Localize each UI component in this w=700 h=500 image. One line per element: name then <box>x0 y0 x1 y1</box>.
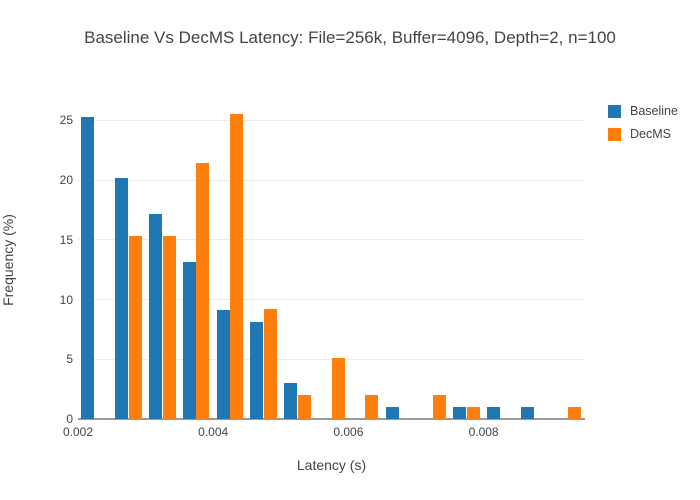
decms-series-swatch <box>608 127 621 141</box>
y-tick-5: 5 <box>66 352 73 367</box>
x-tick-0.002: 0.002 <box>62 425 94 439</box>
bar-decms-bin7[interactable] <box>297 394 311 419</box>
bar-decms-bin4[interactable] <box>196 162 210 419</box>
gridline-y-15 <box>78 239 585 241</box>
y-tick-25: 25 <box>59 113 73 128</box>
baseline-series-swatch <box>608 104 621 118</box>
bar-baseline-bin1[interactable] <box>81 117 95 419</box>
bar-baseline-bin12[interactable] <box>453 406 467 419</box>
legend-item-baseline[interactable]: Baseline <box>608 104 678 118</box>
gridline-y-20 <box>78 179 585 181</box>
bar-baseline-bin7[interactable] <box>284 382 298 419</box>
x-tick-0.004: 0.004 <box>198 425 229 439</box>
bar-decms-bin8[interactable] <box>331 358 345 419</box>
bar-baseline-bin10[interactable] <box>385 406 399 419</box>
bar-baseline-bin13[interactable] <box>486 406 500 419</box>
chart-title: Baseline Vs DecMS Latency: File=256k, Bu… <box>84 28 616 47</box>
bar-baseline-bin6[interactable] <box>250 322 264 419</box>
legend-item-decms[interactable]: DecMS <box>608 127 678 141</box>
x-tick-0.008: 0.008 <box>468 425 499 439</box>
legend-label: Baseline <box>630 104 678 118</box>
gridline-y-10 <box>78 299 585 301</box>
plot-area[interactable] <box>78 100 585 420</box>
bar-decms-bin9[interactable] <box>365 394 379 419</box>
y-tick-15: 15 <box>59 232 73 247</box>
bar-decms-bin3[interactable] <box>162 236 176 419</box>
legend-label: DecMS <box>630 127 671 141</box>
bar-decms-bin5[interactable] <box>230 114 244 419</box>
bar-baseline-bin5[interactable] <box>216 310 230 419</box>
x-axis-title: Latency (s) <box>296 457 367 473</box>
bar-decms-bin11[interactable] <box>432 394 446 419</box>
y-tick-10: 10 <box>59 292 73 307</box>
bar-baseline-bin14[interactable] <box>520 406 534 419</box>
bar-baseline-bin4[interactable] <box>182 262 196 419</box>
y-axis-title: Frequency (%) <box>0 214 16 306</box>
y-tick-0: 0 <box>66 412 73 426</box>
bar-baseline-bin3[interactable] <box>148 213 162 419</box>
y-tick-20: 20 <box>59 173 73 188</box>
bar-decms-bin12[interactable] <box>466 406 480 419</box>
bar-decms-bin15[interactable] <box>568 406 582 419</box>
bar-decms-bin2[interactable] <box>128 236 142 419</box>
bar-decms-bin6[interactable] <box>263 309 277 419</box>
legend: Baseline DecMS <box>608 104 678 150</box>
bar-baseline-bin2[interactable] <box>115 177 129 419</box>
gridline-y-25 <box>78 119 585 121</box>
x-axis-zeroline <box>78 418 585 420</box>
x-tick-0.006: 0.006 <box>333 425 364 439</box>
